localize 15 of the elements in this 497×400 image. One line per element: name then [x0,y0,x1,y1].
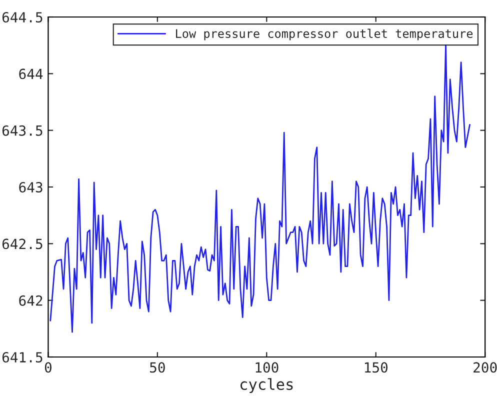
y-tick-label: 644.5 [2,12,42,23]
y-tick-label: 642 [19,295,42,306]
line-series [50,44,470,333]
y-tick-label: 643 [19,182,42,193]
x-tick-label: 100 [256,362,278,373]
y-tick-label: 642.5 [2,238,42,250]
y-tick-label: 644 [19,68,43,80]
y-tick-label: 643.5 [2,125,42,136]
x-tick-label: 0 [44,362,52,373]
y-tick-label: 641.5 [2,352,42,363]
legend-label: Low pressure compressor outlet temperature [176,28,473,40]
x-tick-label: 50 [150,362,165,373]
x-tick-label: 150 [364,362,388,373]
x-axis-title: cycles [240,378,293,394]
x-tick-label: 200 [474,362,497,373]
